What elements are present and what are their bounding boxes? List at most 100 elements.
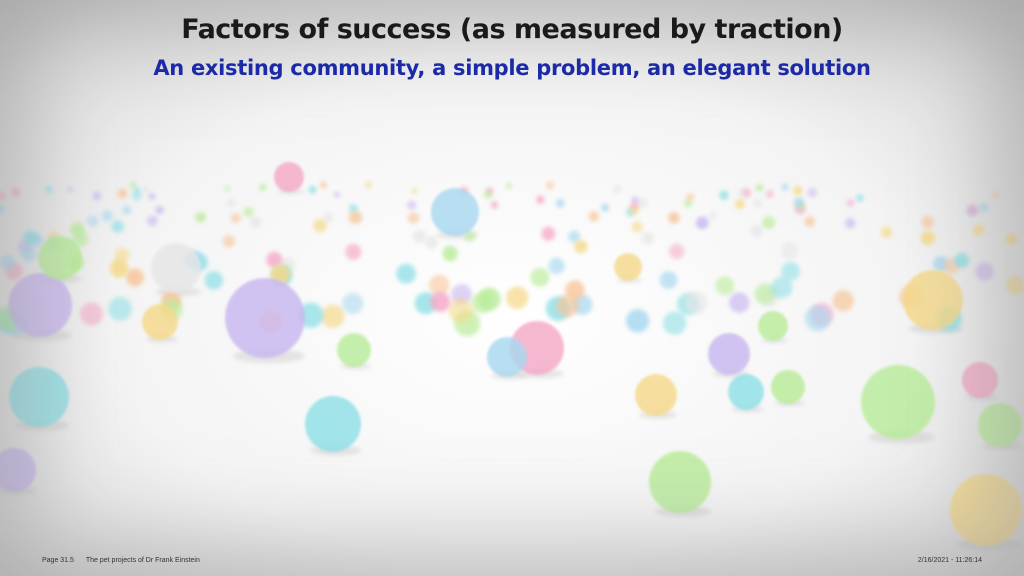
sphere bbox=[66, 186, 74, 193]
sphere bbox=[921, 215, 934, 229]
sphere bbox=[771, 370, 805, 404]
sphere bbox=[635, 374, 677, 416]
sphere bbox=[80, 302, 103, 326]
sphere bbox=[1005, 233, 1018, 246]
sphere bbox=[141, 186, 149, 194]
sphere bbox=[477, 287, 501, 311]
sphere bbox=[972, 224, 985, 236]
sphere bbox=[114, 247, 130, 263]
sphere bbox=[750, 224, 763, 238]
sphere bbox=[978, 202, 989, 213]
sphere bbox=[151, 243, 201, 293]
sphere bbox=[70, 222, 85, 237]
sphere bbox=[805, 305, 831, 332]
sphere bbox=[490, 201, 499, 209]
sphere bbox=[758, 311, 788, 341]
sphere bbox=[856, 194, 864, 202]
sphere bbox=[337, 333, 371, 367]
sphere bbox=[0, 191, 6, 201]
sphere bbox=[411, 187, 418, 195]
sphere bbox=[305, 396, 361, 452]
sphere bbox=[333, 191, 341, 198]
sphere bbox=[637, 197, 649, 209]
sphere bbox=[308, 186, 317, 194]
sphere bbox=[224, 185, 231, 192]
sphere bbox=[111, 220, 124, 233]
sphere bbox=[406, 200, 417, 210]
sphere bbox=[762, 216, 776, 230]
sphere bbox=[348, 210, 362, 224]
sphere bbox=[8, 273, 72, 337]
sphere bbox=[548, 257, 565, 275]
sphere bbox=[483, 190, 493, 200]
sphere bbox=[903, 270, 963, 330]
sphere bbox=[641, 232, 654, 245]
sphere bbox=[668, 212, 680, 224]
sphere bbox=[669, 243, 685, 259]
sphere bbox=[428, 274, 450, 296]
sphere bbox=[23, 230, 38, 245]
sphere bbox=[663, 311, 687, 335]
sphere bbox=[545, 181, 555, 190]
sphere bbox=[530, 267, 550, 287]
sphere bbox=[266, 251, 283, 268]
sphere bbox=[274, 162, 304, 192]
sphere bbox=[613, 184, 622, 194]
sphere bbox=[659, 271, 678, 289]
page-number: Page 31.5 bbox=[42, 557, 74, 564]
sphere bbox=[448, 298, 474, 323]
sphere bbox=[430, 291, 451, 312]
sphere bbox=[122, 205, 131, 215]
sphere bbox=[630, 201, 639, 210]
sphere bbox=[574, 239, 588, 254]
sphere bbox=[92, 191, 102, 201]
sphere bbox=[967, 204, 979, 216]
sphere bbox=[243, 206, 254, 218]
sphere bbox=[148, 192, 156, 200]
sphere bbox=[222, 235, 236, 248]
sphere bbox=[146, 215, 158, 227]
sphere bbox=[962, 362, 998, 398]
sphere bbox=[555, 198, 565, 208]
sphere bbox=[132, 191, 142, 201]
sphere bbox=[734, 199, 745, 209]
sphere bbox=[781, 183, 789, 191]
sphere bbox=[487, 337, 527, 377]
sphere bbox=[505, 286, 529, 310]
sphere bbox=[541, 226, 556, 241]
sphere bbox=[342, 293, 364, 315]
sphere bbox=[225, 278, 305, 358]
sphere bbox=[846, 198, 855, 207]
sphere bbox=[250, 216, 262, 228]
sphere bbox=[101, 210, 114, 222]
sphere bbox=[536, 195, 545, 204]
sphere bbox=[719, 190, 729, 200]
sphere bbox=[108, 296, 132, 321]
sphere bbox=[686, 193, 695, 202]
sphere bbox=[86, 215, 99, 228]
sphere bbox=[9, 367, 69, 427]
sphere bbox=[20, 245, 37, 262]
sphere bbox=[117, 188, 128, 199]
sphere bbox=[442, 245, 458, 262]
sphere bbox=[320, 304, 345, 329]
sphere bbox=[431, 188, 479, 236]
sphere bbox=[320, 181, 327, 189]
sphere bbox=[631, 221, 643, 233]
sphere bbox=[844, 217, 856, 229]
sphere bbox=[804, 216, 815, 227]
sphere bbox=[38, 236, 82, 280]
sphere bbox=[614, 253, 642, 281]
sphere bbox=[11, 188, 21, 198]
sphere bbox=[0, 254, 16, 270]
sphere bbox=[129, 182, 137, 189]
sphere bbox=[992, 191, 1000, 198]
sphere bbox=[259, 183, 267, 192]
sphere bbox=[323, 212, 334, 223]
sphere bbox=[364, 181, 373, 189]
sphere bbox=[226, 198, 236, 208]
sphere bbox=[737, 189, 746, 198]
sphere bbox=[755, 184, 764, 192]
